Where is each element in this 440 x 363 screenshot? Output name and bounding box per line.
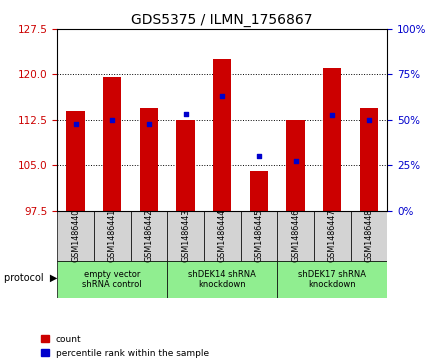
Bar [167, 211, 204, 261]
Point [145, 121, 152, 127]
Bar [176, 120, 195, 211]
Text: shDEK17 shRNA
knockdown: shDEK17 shRNA knockdown [298, 270, 366, 289]
Bar [204, 211, 241, 261]
Text: GSM1486442: GSM1486442 [144, 209, 154, 262]
Text: GSM1486444: GSM1486444 [218, 209, 227, 262]
Bar [140, 108, 158, 211]
Point [182, 111, 189, 117]
Bar [277, 261, 387, 298]
Point [219, 93, 226, 99]
Title: GDS5375 / ILMN_1756867: GDS5375 / ILMN_1756867 [132, 13, 313, 26]
Text: GSM1486443: GSM1486443 [181, 209, 190, 262]
Bar [213, 59, 231, 211]
Text: GSM1486446: GSM1486446 [291, 209, 300, 262]
Point [365, 117, 372, 123]
Point [255, 153, 262, 159]
Bar [250, 171, 268, 211]
Text: GSM1486441: GSM1486441 [108, 209, 117, 262]
Text: GSM1486447: GSM1486447 [328, 209, 337, 262]
Point [329, 112, 336, 118]
Text: shDEK14 shRNA
knockdown: shDEK14 shRNA knockdown [188, 270, 256, 289]
Bar [351, 211, 387, 261]
Point [292, 158, 299, 163]
Bar [57, 211, 94, 261]
Text: GSM1486448: GSM1486448 [364, 209, 374, 262]
Legend: count, percentile rank within the sample: count, percentile rank within the sample [40, 334, 210, 359]
Bar [323, 68, 341, 211]
Point [109, 117, 116, 123]
Bar [241, 211, 277, 261]
Bar [167, 261, 277, 298]
Bar [131, 211, 167, 261]
Bar [277, 211, 314, 261]
Text: GSM1486445: GSM1486445 [254, 209, 264, 262]
Bar [286, 120, 305, 211]
Bar [66, 111, 85, 211]
Bar [103, 77, 121, 211]
Text: protocol  ▶: protocol ▶ [4, 273, 58, 283]
Bar [57, 261, 167, 298]
Text: empty vector
shRNA control: empty vector shRNA control [82, 270, 142, 289]
Bar [360, 108, 378, 211]
Bar [314, 211, 351, 261]
Text: GSM1486440: GSM1486440 [71, 209, 80, 262]
Point [72, 121, 79, 127]
Bar [94, 211, 131, 261]
